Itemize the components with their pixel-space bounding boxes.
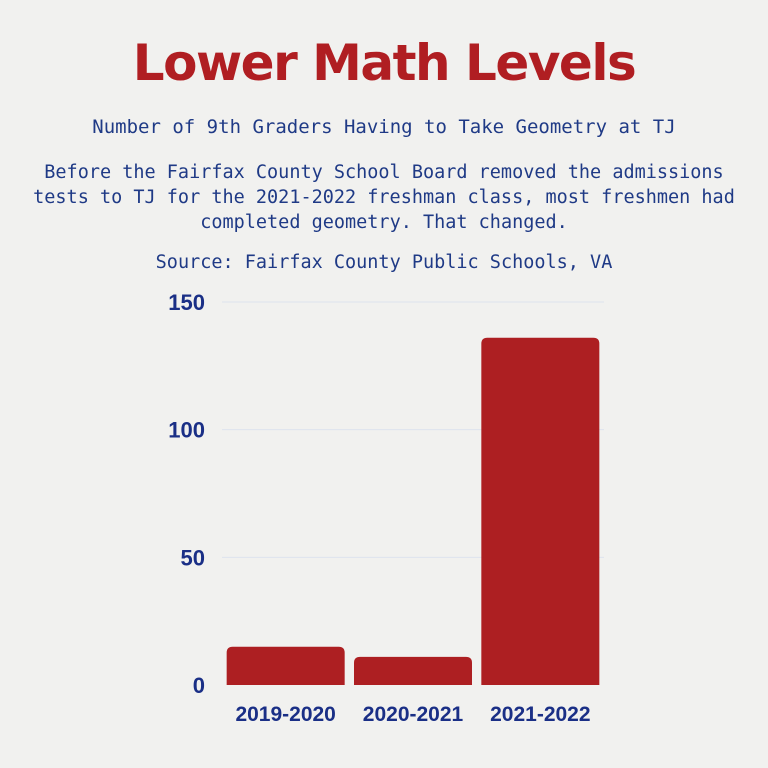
x-category-label: 2021-2022 bbox=[490, 703, 590, 726]
y-tick-label: 100 bbox=[168, 418, 205, 443]
chart-title: Lower Math Levels bbox=[132, 34, 637, 92]
bar-2021-2022 bbox=[481, 337, 600, 685]
y-tick-label: 0 bbox=[193, 673, 205, 698]
chart-description: Before the Fairfax County School Board r… bbox=[33, 162, 735, 233]
y-axis-ticks: 0 50 100 150 bbox=[168, 290, 205, 698]
bar-2020-2021 bbox=[354, 656, 472, 685]
bar-2019-2020 bbox=[226, 646, 345, 685]
bars bbox=[226, 337, 600, 685]
x-category-label: 2020-2021 bbox=[363, 703, 464, 726]
x-axis-labels: 2019-2020 2020-2021 2021-2022 bbox=[235, 703, 590, 726]
chart-subtitle: Number of 9th Graders Having to Take Geo… bbox=[92, 116, 676, 138]
y-tick-label: 50 bbox=[181, 545, 205, 570]
source-note: Source: Fairfax County Public Schools, V… bbox=[155, 252, 613, 273]
y-tick-label: 150 bbox=[168, 290, 205, 315]
x-category-label: 2019-2020 bbox=[235, 703, 335, 726]
